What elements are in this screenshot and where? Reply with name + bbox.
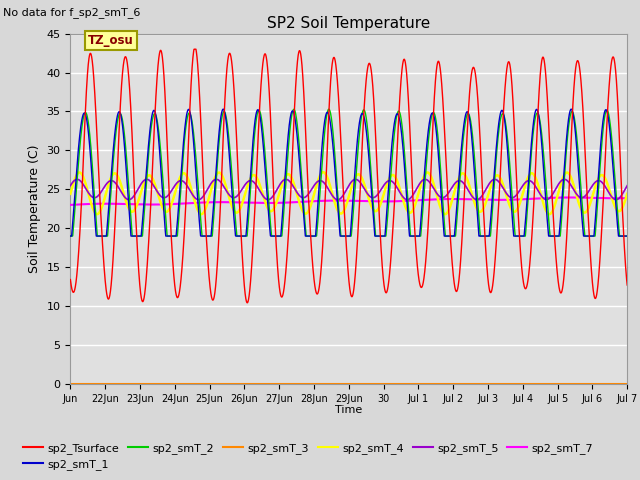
Title: SP2 Soil Temperature: SP2 Soil Temperature: [267, 16, 431, 31]
X-axis label: Time: Time: [335, 405, 362, 415]
Y-axis label: Soil Temperature (C): Soil Temperature (C): [28, 144, 41, 273]
Text: TZ_osu: TZ_osu: [88, 34, 134, 47]
Legend: sp2_Tsurface, sp2_smT_1, sp2_smT_2, sp2_smT_3, sp2_smT_4, sp2_smT_5, sp2_smT_7: sp2_Tsurface, sp2_smT_1, sp2_smT_2, sp2_…: [19, 438, 598, 474]
Text: No data for f_sp2_smT_6: No data for f_sp2_smT_6: [3, 7, 141, 18]
